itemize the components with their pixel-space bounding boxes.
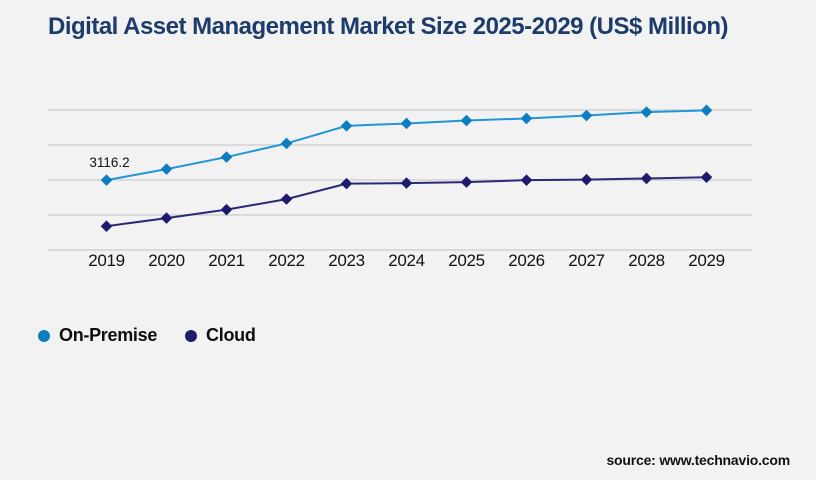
data-point-cloud-2026 (520, 174, 533, 186)
chart-legend: On-Premise Cloud (38, 325, 256, 346)
data-point-cloud-2020 (160, 212, 173, 224)
data-point-cloud-2021 (220, 203, 233, 216)
x-tick-label: 2019 (88, 251, 125, 270)
legend-swatch-icon (185, 329, 198, 342)
data-point-cloud-2022 (280, 193, 293, 205)
data-point-on-premise-2023 (340, 120, 353, 132)
x-tick-label: 2020 (148, 251, 185, 270)
data-point-cloud-2027 (580, 173, 593, 186)
data-point-on-premise-2027 (580, 109, 593, 122)
x-tick-label: 2021 (208, 251, 245, 270)
legend-label: Cloud (206, 325, 256, 345)
legend-item-on-premise: On-Premise (38, 325, 157, 346)
data-point-on-premise-2020 (160, 163, 173, 175)
x-tick-label: 2022 (268, 251, 305, 270)
data-point-on-premise-2026 (520, 112, 533, 125)
data-point-on-premise-2022 (280, 137, 293, 150)
data-point-on-premise-2024 (400, 117, 413, 130)
data-point-on-premise-2025 (460, 114, 473, 127)
data-point-cloud-2019 (100, 220, 113, 233)
x-tick-label: 2024 (388, 251, 425, 270)
chart-title: Digital Asset Management Market Size 202… (48, 13, 729, 40)
data-point-on-premise-2028 (640, 106, 653, 118)
x-tick-label: 2029 (688, 251, 725, 270)
x-tick-label: 2026 (508, 251, 545, 270)
data-point-cloud-2029 (700, 171, 713, 184)
x-tick-label: 2027 (568, 251, 605, 270)
data-point-on-premise-2019 (100, 174, 113, 186)
legend-label: On-Premise (59, 325, 158, 345)
data-point-cloud-2024 (400, 177, 413, 189)
legend-item-cloud: Cloud (185, 325, 256, 346)
x-tick-label: 2028 (628, 251, 665, 270)
data-label: 3116.2 (89, 155, 129, 170)
data-point-cloud-2028 (640, 172, 653, 185)
source-text: source: www.technavio.com (606, 452, 790, 468)
data-point-on-premise-2029 (700, 104, 713, 117)
legend-swatch-icon (38, 329, 50, 342)
x-tick-label: 2023 (328, 251, 365, 270)
data-point-on-premise-2021 (220, 151, 233, 163)
x-tick-label: 2025 (448, 251, 485, 270)
data-point-cloud-2025 (460, 176, 473, 188)
